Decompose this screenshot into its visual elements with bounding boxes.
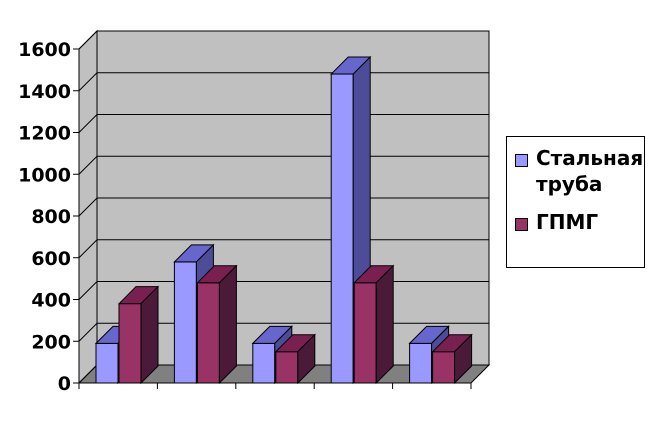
gridline [78, 30, 489, 50]
bar-gpmg [274, 333, 317, 385]
bar-gpmg [196, 264, 238, 385]
y-tick-label: 1400 [18, 81, 71, 103]
bar-front [118, 303, 142, 384]
legend-item-steel-pipe: Стальная труба [515, 145, 648, 197]
bar-front [330, 73, 354, 384]
bar-front [173, 261, 197, 384]
value-axis: 0 200 400 600 800 1000 1200 1400 1600 [18, 39, 472, 395]
bar-front [353, 282, 377, 384]
y-tick-label: 200 [31, 331, 71, 353]
legend-label-gpmg: ГПМГ [536, 210, 599, 234]
legend-swatch-gpmg [515, 218, 528, 231]
bar-gpmg [431, 333, 473, 385]
legend: Стальная труба ГПМГ [506, 136, 645, 268]
bar-front [95, 342, 119, 384]
y-tick-label: 1200 [18, 123, 71, 145]
bar-side [218, 264, 237, 385]
legend-item-gpmg: ГПМГ [515, 209, 648, 235]
legend-label-steel-pipe: Стальная труба [536, 146, 644, 196]
bar-front [432, 351, 456, 384]
bar-side [297, 333, 316, 385]
bar-front [409, 342, 433, 384]
y-tick-label: 600 [31, 248, 71, 270]
bar-side [140, 285, 159, 385]
bar-gpmg [117, 285, 160, 385]
y-tick-label: 800 [31, 206, 71, 228]
legend-swatch-steel-pipe [515, 154, 528, 167]
bars [94, 55, 473, 385]
y-tick-label: 1600 [18, 39, 71, 61]
bar-side [454, 333, 473, 385]
bar-front [275, 351, 299, 384]
y-tick-label: 1000 [18, 164, 71, 186]
bar-gpmg [352, 264, 395, 385]
bar-front [196, 282, 220, 384]
bar-side [375, 264, 394, 385]
bar-front [252, 342, 276, 384]
y-tick-label: 0 [58, 373, 71, 395]
y-tick-label: 400 [31, 290, 71, 312]
